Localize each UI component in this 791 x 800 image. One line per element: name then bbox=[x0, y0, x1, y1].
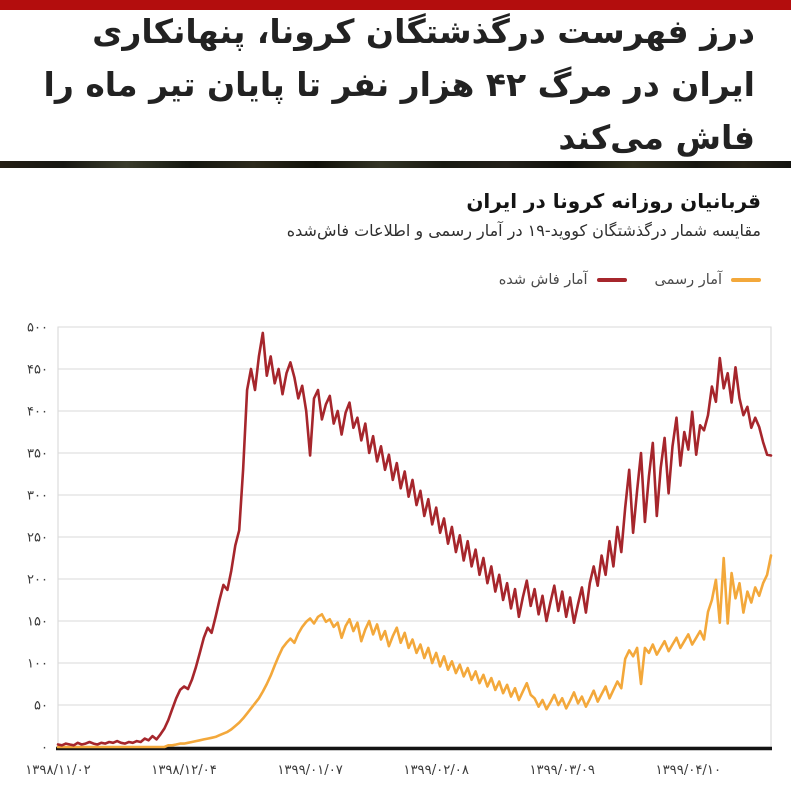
chart-title: قربانیان روزانه کرونا در ایران bbox=[466, 189, 761, 213]
x-tick-label: ۱۳۹۹/۰۲/۰۸ bbox=[403, 763, 469, 778]
chart-subtitle: مقایسه شمار درگذشتگان کووید-۱۹ در آمار ر… bbox=[286, 221, 761, 240]
y-tick-label: ۲۵۰ bbox=[27, 531, 48, 546]
headline-section: درز فهرست درگذشتگان کرونا، پنهانکاری ایر… bbox=[0, 10, 791, 161]
leaked-series-line bbox=[56, 331, 773, 747]
official-series-line bbox=[56, 554, 773, 749]
chart-legend: آمار رسمی آمار فاش شده bbox=[0, 270, 791, 290]
x-tick-label: ۱۳۹۹/۰۳/۰۹ bbox=[529, 763, 595, 778]
leaked-series-swatch-icon bbox=[596, 278, 627, 282]
y-tick-label: ۰ bbox=[41, 741, 48, 756]
chart-canvas: ۰ ۵۰ ۱۰۰ ۱۵۰ ۲۰۰ ۲۵۰ ۳۰۰ ۳۵۰ ۴۰۰ ۴۵۰ ۵۰۰ ۱۳۹۸/۱۱/۰۲… bbox=[25, 321, 773, 778]
y-tick-label: ۵۰۰ bbox=[27, 321, 48, 336]
top-red-bar bbox=[0, 0, 791, 10]
y-tick-label: ۵۰ bbox=[34, 699, 48, 714]
x-tick-label: ۱۳۹۹/۰۱/۰۷ bbox=[277, 763, 343, 778]
x-tick-label: ۱۳۹۸/۱۱/۰۲ bbox=[25, 763, 91, 778]
legend-label-official: آمار رسمی bbox=[654, 272, 722, 288]
x-tick-label: ۱۳۹۹/۰۴/۱۰ bbox=[655, 763, 721, 778]
y-tick-label: ۲۰۰ bbox=[27, 573, 48, 588]
y-tick-label: ۳۰۰ bbox=[27, 489, 48, 504]
x-tick-label: ۱۳۹۸/۱۲/۰۴ bbox=[151, 763, 217, 778]
official-series-swatch-icon bbox=[731, 278, 761, 282]
headline: درز فهرست درگذشتگان کرونا، پنهانکاری ایر… bbox=[43, 12, 755, 157]
y-tick-label: ۱۵۰ bbox=[27, 615, 48, 630]
legend-item-leaked: آمار فاش شده bbox=[499, 272, 627, 288]
legend-item-official: آمار رسمی bbox=[655, 272, 761, 288]
chart-section: قربانیان روزانه کرونا در ایران مقایسه شم… bbox=[0, 168, 791, 790]
chart-area: ۰ ۵۰ ۱۰۰ ۱۵۰ ۲۰۰ ۲۵۰ ۳۰۰ ۳۵۰ ۴۰۰ ۴۵۰ ۵۰۰ ۱۳۹۸/۱۱/۰۲… bbox=[0, 310, 791, 790]
y-tick-label: ۳۵۰ bbox=[27, 447, 48, 462]
photo-strip bbox=[0, 161, 791, 168]
legend-label-leaked: آمار فاش شده bbox=[498, 272, 588, 288]
y-tick-label: ۴۰۰ bbox=[27, 405, 48, 420]
y-tick-label: ۱۰۰ bbox=[27, 657, 48, 672]
y-tick-label: ۴۵۰ bbox=[27, 363, 48, 378]
